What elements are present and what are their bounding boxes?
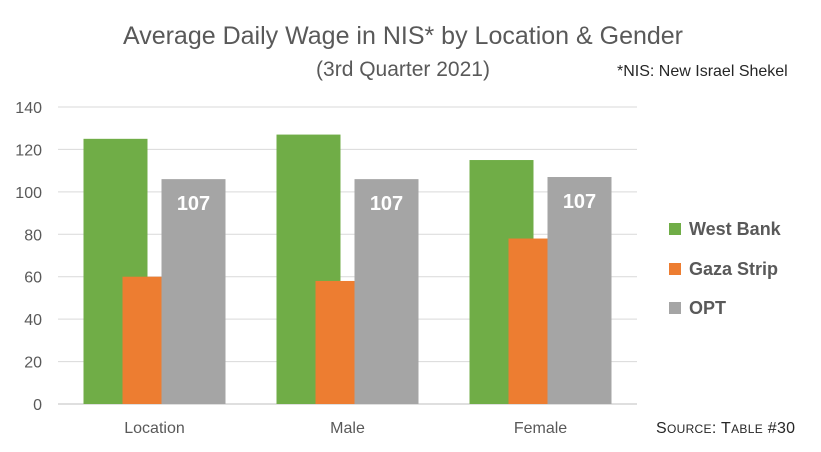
category-label-male: Male (330, 420, 365, 437)
y-tick-label: 120 (15, 142, 42, 159)
y-tick-label: 80 (24, 227, 42, 244)
y-tick-label: 20 (24, 355, 42, 372)
legend: West Bank Gaza Strip OPT (669, 219, 782, 318)
legend-swatch-gaza-strip (669, 263, 681, 275)
y-tick-label: 60 (24, 270, 42, 287)
y-tick-label: 0 (33, 397, 42, 414)
data-label-opt-female: 107 (563, 191, 596, 213)
y-axis-tick-labels: 0 20 40 60 80 100 120 140 (15, 100, 42, 414)
x-axis-category-labels: Location Male Female (124, 420, 567, 437)
legend-label-west-bank: West Bank (689, 219, 782, 239)
y-tick-label: 100 (15, 185, 42, 202)
currency-note: *NIS: New Israel Shekel (617, 63, 788, 80)
bar-opt-female (547, 177, 612, 404)
chart-title: Average Daily Wage in NIS* by Location &… (123, 22, 683, 50)
legend-swatch-west-bank (669, 223, 681, 235)
bars (83, 134, 612, 405)
source-note: SOURCE: TABLE #30 (656, 420, 795, 437)
bar-opt-location (161, 179, 226, 404)
data-labels: 107 107 107 (177, 191, 596, 215)
legend-label-gaza-strip: Gaza Strip (689, 259, 778, 279)
legend-swatch-opt (669, 302, 681, 314)
y-tick-label: 40 (24, 312, 42, 329)
category-label-female: Female (514, 420, 567, 437)
y-tick-label: 140 (15, 100, 42, 117)
legend-label-opt: OPT (689, 298, 726, 318)
data-label-opt-male: 107 (370, 193, 403, 215)
category-label-location: Location (124, 420, 185, 437)
chart-subtitle: (3rd Quarter 2021) (316, 58, 490, 81)
data-label-opt-location: 107 (177, 193, 210, 215)
bar-opt-male (354, 179, 419, 404)
